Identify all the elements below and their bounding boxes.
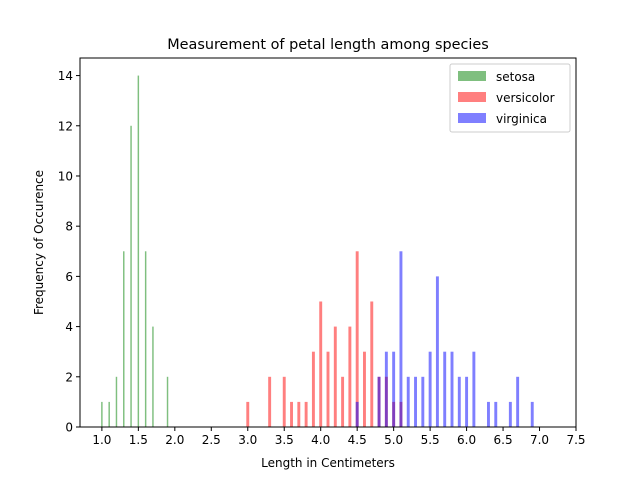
x-tick-label-7: 4.5 [348, 433, 367, 447]
bar-setosa-3 [123, 251, 125, 427]
legend-swatch-virginica [458, 113, 486, 123]
x-tick-label-6: 4.0 [311, 433, 330, 447]
y-tick-label-2: 4 [65, 320, 73, 334]
bar-versicolor-6 [311, 351, 315, 427]
bar-versicolor-11 [348, 326, 352, 427]
bar-virginica-14 [472, 351, 476, 427]
legend-swatch-setosa [458, 71, 486, 81]
bar-setosa-8 [166, 376, 169, 427]
bar-virginica-4 [399, 251, 403, 427]
bar-versicolor-14 [370, 301, 374, 427]
x-tick-label-0: 1.0 [92, 433, 111, 447]
bar-virginica-18 [516, 376, 520, 427]
bar-virginica-7 [421, 376, 425, 427]
bar-virginica-2 [384, 351, 388, 427]
legend: setosa versicolor virginica [449, 63, 571, 133]
y-tick-label-3: 6 [65, 270, 73, 284]
y-tick-label-5: 10 [58, 169, 73, 183]
bar-versicolor-5 [304, 401, 308, 427]
x-tick-label-1: 1.5 [129, 433, 148, 447]
bar-setosa-5 [137, 75, 140, 427]
bar-virginica-0 [355, 401, 359, 427]
y-tick-label-1: 2 [65, 370, 73, 384]
x-tick-label-5: 3.5 [275, 433, 294, 447]
bars-group [101, 75, 534, 427]
plot-frame [79, 57, 577, 428]
x-axis-ticks: 1.0 1.5 2.0 2.5 3.0 3.5 4.0 4.5 5.0 5.5 6.0 6.5 7.0 7… [92, 427, 586, 447]
y-tick-label-6: 12 [58, 119, 73, 133]
bar-virginica-12 [457, 376, 461, 427]
y-tick-label-0: 0 [65, 421, 73, 435]
bar-versicolor-13 [363, 351, 366, 427]
bar-virginica-1 [377, 376, 381, 427]
legend-label-versicolor: versicolor [496, 91, 555, 105]
bar-virginica-9 [435, 276, 439, 427]
chart-title: Measurement of petal length among specie… [167, 37, 489, 53]
legend-swatch-versicolor [458, 92, 486, 102]
bar-versicolor-1 [268, 376, 272, 427]
x-tick-label-8: 5.0 [384, 433, 403, 447]
bar-virginica-3 [392, 351, 396, 427]
bar-virginica-11 [450, 351, 454, 427]
bar-virginica-13 [465, 376, 469, 427]
bar-setosa-0 [101, 401, 103, 427]
x-axis-label: Length in Centimeters [261, 456, 395, 470]
bar-virginica-6 [414, 376, 417, 427]
bar-versicolor-7 [319, 301, 323, 427]
y-axis-ticks: 0 2 4 6 8 10 12 14 [58, 69, 80, 435]
bar-virginica-10 [443, 351, 447, 427]
bar-versicolor-10 [341, 376, 345, 427]
bar-versicolor-3 [290, 401, 293, 427]
legend-label-setosa: setosa [496, 70, 535, 84]
bar-versicolor-9 [333, 326, 337, 427]
bar-versicolor-0 [246, 401, 250, 427]
bar-versicolor-4 [297, 401, 301, 427]
bar-versicolor-2 [282, 376, 286, 427]
y-tick-label-7: 14 [58, 69, 73, 83]
x-tick-label-4: 3.0 [238, 433, 257, 447]
x-tick-label-12: 7.0 [530, 433, 549, 447]
x-tick-label-3: 2.5 [202, 433, 221, 447]
bar-virginica-16 [494, 401, 498, 427]
bar-virginica-19 [530, 401, 534, 427]
bar-virginica-17 [508, 401, 512, 427]
x-tick-label-2: 2.0 [165, 433, 184, 447]
bar-setosa-4 [130, 125, 132, 427]
x-tick-label-9: 5.5 [421, 433, 440, 447]
y-tick-label-4: 8 [65, 220, 73, 234]
x-tick-label-13: 7.5 [566, 433, 585, 447]
x-tick-label-11: 6.5 [494, 433, 513, 447]
bar-versicolor-12 [355, 251, 359, 427]
x-tick-label-10: 6.0 [457, 433, 476, 447]
y-axis-label: Frequency of Occurence [32, 170, 46, 315]
bar-virginica-5 [406, 376, 410, 427]
bar-setosa-6 [144, 251, 147, 427]
bar-virginica-15 [487, 401, 490, 427]
bar-setosa-2 [115, 376, 118, 427]
bar-virginica-8 [428, 351, 432, 427]
bar-setosa-1 [108, 401, 110, 427]
bar-versicolor-8 [326, 351, 330, 427]
bar-setosa-7 [152, 326, 154, 427]
legend-label-virginica: virginica [496, 112, 547, 126]
